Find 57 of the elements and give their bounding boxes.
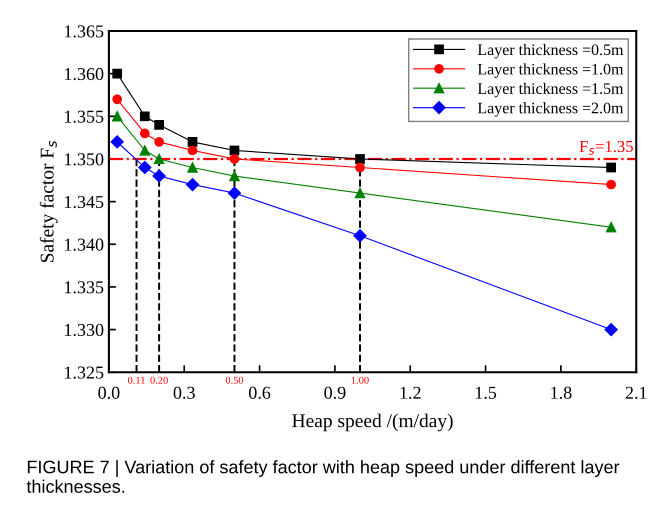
point <box>604 323 618 336</box>
y-tick-label: 1.350 <box>65 153 104 166</box>
y-tick-label: 1.330 <box>65 324 104 336</box>
x-tick-label: 0.3 <box>174 386 195 399</box>
y-tick-label: 1.335 <box>65 281 104 294</box>
point <box>355 154 365 164</box>
x-tick-label: 0.6 <box>248 386 270 399</box>
point <box>140 128 150 138</box>
point <box>140 111 150 122</box>
point <box>354 188 366 198</box>
point <box>154 154 164 164</box>
point <box>230 146 240 156</box>
point <box>112 68 122 79</box>
y-tick-label: 1.325 <box>65 366 104 379</box>
caption: FIGURE 7 | Variation of safety factor with heap speed under different layer thicknesses. <box>26 460 620 493</box>
y-tick-label: 1.360 <box>65 68 104 80</box>
y-axis-title: Safety factor F$_{s}$ <box>40 140 58 262</box>
x-axis-title: Heap speed /(m/day) <box>292 414 453 432</box>
ref-line-label: 0.11 <box>128 376 145 384</box>
x-tick-label: 2.1 <box>626 386 646 399</box>
point <box>606 222 616 232</box>
ref-line-label: 0.20 <box>150 376 168 384</box>
point <box>606 162 616 172</box>
y-tick-label: 1.345 <box>65 196 104 208</box>
point <box>188 146 198 156</box>
point <box>230 154 240 164</box>
x-tick-label: 1.8 <box>551 386 572 399</box>
point <box>110 135 124 149</box>
point <box>112 111 122 122</box>
x-tick-label: 0.0 <box>98 386 120 399</box>
x-tick-label: 1.5 <box>476 386 496 399</box>
legend-label: Layer thickness =1.5m <box>478 82 624 98</box>
point <box>355 162 365 172</box>
point <box>138 160 152 174</box>
y-tick-label: 1.355 <box>65 110 104 123</box>
legend-label: Layer thickness =1.0m <box>478 63 624 78</box>
point <box>154 120 164 130</box>
point <box>112 94 122 104</box>
point <box>186 178 200 192</box>
point <box>228 186 242 200</box>
ref-line-label: 0.50 <box>226 376 244 384</box>
y-tick-label: 1.340 <box>65 238 104 251</box>
ref-line-label: 1.00 <box>352 376 369 384</box>
y-tick-label: 1.365 <box>65 25 104 38</box>
point <box>229 170 240 182</box>
point <box>140 145 150 156</box>
point <box>152 169 166 183</box>
point <box>606 180 616 190</box>
point <box>353 229 367 242</box>
x-tick-label: 0.9 <box>324 386 346 399</box>
legend-label: Layer thickness =2.0m <box>478 102 624 117</box>
point <box>154 137 164 147</box>
ref-line-label: F$_{s}$=1.35 <box>580 140 633 155</box>
legend-label: Layer thickness =0.5m <box>478 44 624 58</box>
point <box>188 137 198 147</box>
x-tick-label: 1.2 <box>400 386 421 399</box>
point <box>187 162 198 173</box>
